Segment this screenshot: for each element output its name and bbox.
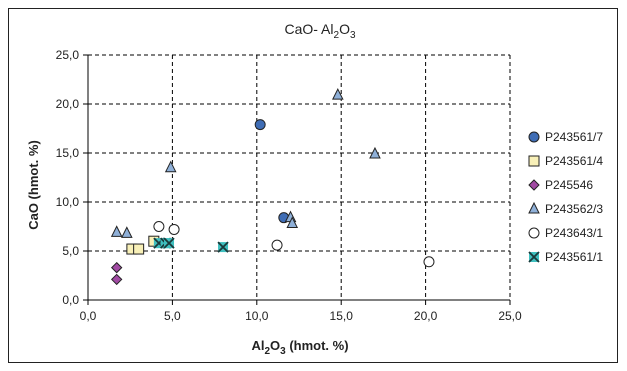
- y-tick-label: 5,0: [62, 244, 79, 258]
- data-point-series-4: [164, 160, 177, 173]
- data-point-series-4: [286, 216, 299, 229]
- legend-label: P243561/7: [545, 130, 603, 144]
- data-points: [110, 88, 435, 286]
- legend-marker: [528, 155, 540, 167]
- x-tick-label: 0,0: [80, 309, 97, 323]
- data-point-series-4: [332, 88, 344, 100]
- data-point-series-2: [133, 243, 145, 255]
- grid-lines: [88, 54, 511, 300]
- data-point-series-5: [168, 223, 180, 235]
- legend-marker: [528, 131, 540, 143]
- chart-title-sub: 2: [334, 30, 340, 41]
- data-point-series-6: [163, 237, 175, 249]
- axis-ticks: 0,00,0 5,0 5,0 10,0 10,0 15,0 15,0 20,0 20,0 25,0…: [56, 48, 522, 323]
- data-point-series-3: [110, 273, 123, 286]
- x-tick-label: 15,0: [330, 309, 354, 323]
- data-point-series-4: [369, 146, 381, 159]
- x-tick-label: 10,0: [245, 309, 269, 323]
- data-point-series-5: [423, 256, 435, 268]
- y-tick-label: 25,0: [56, 48, 80, 62]
- legend-marker: [528, 227, 540, 239]
- legend-label: P243561/1: [545, 250, 603, 264]
- y-tick-label: 10,0: [56, 195, 80, 209]
- chart-frame: [8, 8, 618, 363]
- legend-label: P243562/3: [545, 202, 603, 216]
- x-tick-label: 20,0: [414, 309, 438, 323]
- data-point-series-3: [110, 261, 123, 274]
- x-axis-label: Al2O3 (hmot. %): [251, 338, 348, 357]
- x-axis-label-tail: O: [270, 338, 280, 353]
- y-tick-label: 0,0: [62, 293, 79, 307]
- data-point-series-5: [271, 239, 283, 251]
- data-point-series-6: [217, 241, 229, 253]
- data-point-series-1: [254, 119, 266, 131]
- x-tick-label: 25,0: [498, 309, 522, 323]
- x-tick-label: 5,0: [164, 309, 181, 323]
- legend-label: P243643/1: [545, 226, 603, 240]
- y-axis-label: CaO (hmot. %): [26, 140, 41, 230]
- x-axis-label-rest: (hmot. %): [286, 338, 349, 353]
- legend: P243561/7 P243561/4 P245546 P243562/3 P24364…: [528, 130, 603, 264]
- data-point-series-4: [110, 225, 123, 237]
- x-axis-label-sub: 2: [264, 346, 270, 357]
- legend-marker: [528, 201, 540, 214]
- y-tick-label: 20,0: [56, 97, 80, 111]
- chart-title-main: CaO- Al: [284, 21, 333, 37]
- chart-title-tail: O: [339, 21, 350, 37]
- data-point-series-4: [121, 226, 133, 238]
- legend-marker: [528, 251, 540, 263]
- legend-label: P243561/4: [545, 154, 603, 168]
- legend-marker: [528, 179, 540, 191]
- chart-title-sub2: 3: [350, 30, 356, 41]
- y-tick-label: 15,0: [56, 146, 80, 160]
- legend-label: P245546: [545, 178, 593, 192]
- x-axis-label-main: Al: [251, 338, 264, 353]
- data-point-series-5: [153, 221, 165, 232]
- chart-title: CaO- Al2O3: [284, 21, 355, 41]
- x-axis-label-sub2: 3: [280, 346, 286, 357]
